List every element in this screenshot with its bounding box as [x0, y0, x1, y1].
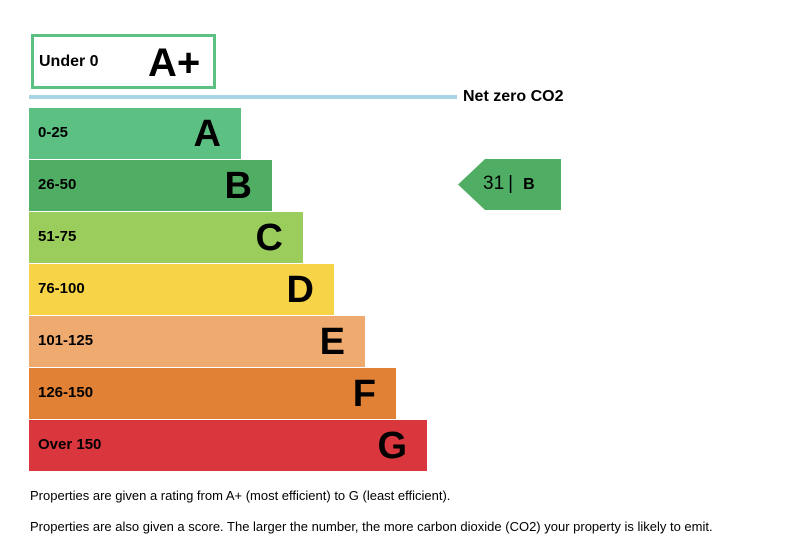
band-range-label: 126-150 — [38, 384, 94, 401]
band-letter: F — [352, 373, 376, 415]
current-rating-arrow: 31 | B — [458, 159, 561, 210]
band-letter: B — [224, 165, 252, 207]
score-explanation: Properties are also given a score. The l… — [30, 519, 713, 534]
band-letter: A+ — [148, 41, 201, 85]
band-letter: A — [193, 113, 221, 155]
current-letter: B — [523, 176, 535, 193]
band-letter: C — [255, 217, 283, 259]
band-letter: D — [286, 269, 314, 311]
band-c: 51-75 C — [29, 212, 303, 263]
band-a: 0-25 A — [29, 108, 241, 159]
band-b: 26-50 B — [29, 160, 272, 211]
rating-explanation: Properties are given a rating from A+ (m… — [30, 488, 451, 503]
band-e: 101-125 E — [29, 316, 365, 367]
band-f: 126-150 F — [29, 368, 396, 419]
current-score: 31 — [483, 173, 505, 194]
net-zero-label: Net zero CO2 — [463, 88, 564, 105]
current-rating-text: 31 | B — [483, 173, 535, 195]
band-range-label: 0-25 — [38, 124, 69, 141]
arrow-shape — [458, 159, 561, 210]
band-range-label: Over 150 — [38, 436, 102, 453]
band-range-label: Under 0 — [39, 53, 99, 70]
band-range-label: 26-50 — [38, 176, 77, 193]
band-letter: G — [377, 425, 407, 467]
net-zero-line — [29, 95, 457, 99]
score-separator: | — [508, 173, 514, 194]
band-range-label: 101-125 — [38, 332, 94, 349]
band-range-label: 76-100 — [38, 280, 85, 297]
band-a-plus: Under 0 A+ — [31, 34, 216, 89]
band-g: Over 150 G — [29, 420, 427, 471]
band-d: 76-100 D — [29, 264, 334, 315]
band-range-label: 51-75 — [38, 228, 77, 245]
band-letter: E — [319, 321, 345, 363]
